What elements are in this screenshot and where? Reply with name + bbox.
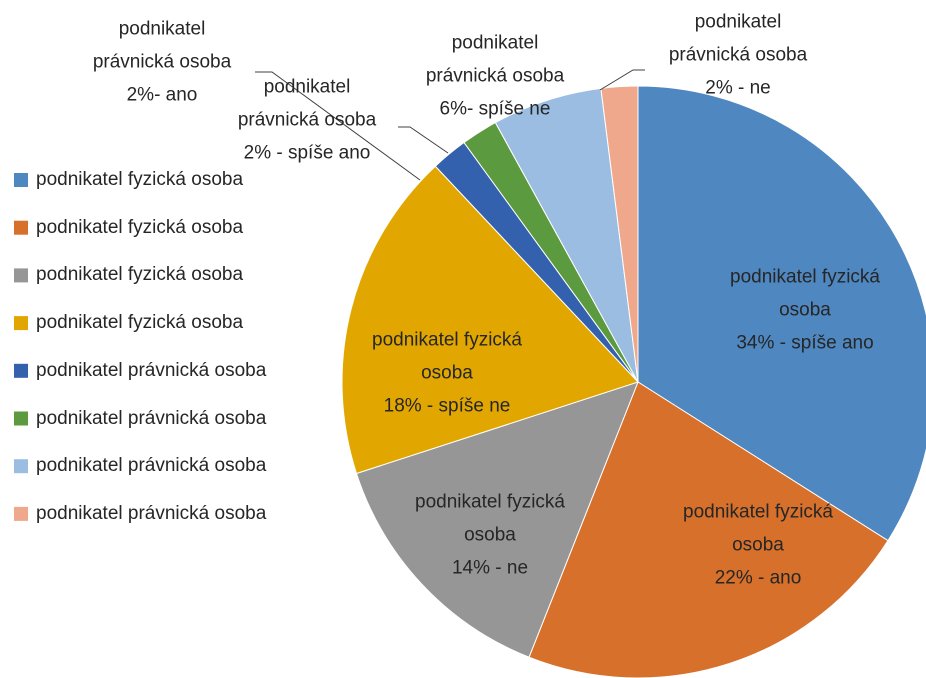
legend-swatch bbox=[14, 220, 28, 235]
data-label: podnikatel právnická osoba 2%- ano bbox=[92, 18, 232, 106]
legend-swatch bbox=[14, 506, 28, 521]
data-label: podnikatel fyzická osoba 18% - spíše ne bbox=[372, 329, 522, 417]
data-label: podnikatel fyzická osoba 14% - ne bbox=[415, 491, 565, 579]
pie-slice bbox=[528, 381, 889, 678]
legend-label: podnikatel fyzická osoba bbox=[36, 264, 244, 286]
legend-swatch bbox=[14, 173, 28, 187]
legend-swatch bbox=[14, 411, 28, 426]
legend-swatch bbox=[14, 316, 28, 331]
legend-label: podnikatel fyzická osoba bbox=[36, 312, 244, 334]
leader-line bbox=[398, 126, 449, 154]
legend-label: podnikatel právnická osoba bbox=[36, 359, 267, 381]
pie-slice bbox=[600, 85, 639, 383]
data-label: podnikatel fyzická osoba 22% - ano bbox=[683, 501, 833, 589]
data-label: podnikatel právnická osoba 2% - spíše an… bbox=[237, 76, 377, 164]
legend-swatch bbox=[14, 363, 28, 378]
data-label: podnikatel právnická osoba 6%- spíše ne bbox=[425, 32, 565, 120]
legend-swatch bbox=[14, 459, 28, 474]
legend-label: podnikatel právnická osoba bbox=[36, 455, 267, 477]
pie-slice bbox=[637, 85, 926, 542]
legend-swatch bbox=[14, 268, 28, 283]
leader-line bbox=[255, 71, 421, 181]
data-label: podnikatel fyzická osoba 34% - spíše ano bbox=[730, 266, 880, 354]
data-label: podnikatel právnická osoba 2% - ne bbox=[668, 11, 808, 99]
legend-label: podnikatel právnická osoba bbox=[36, 407, 267, 429]
leader-line bbox=[599, 69, 645, 91]
legend-label: podnikatel fyzická osoba bbox=[36, 216, 244, 238]
pie-slice bbox=[341, 165, 639, 475]
legend-label: podnikatel fyzická osoba bbox=[36, 169, 244, 190]
legend-label: podnikatel právnická osoba bbox=[36, 502, 267, 524]
